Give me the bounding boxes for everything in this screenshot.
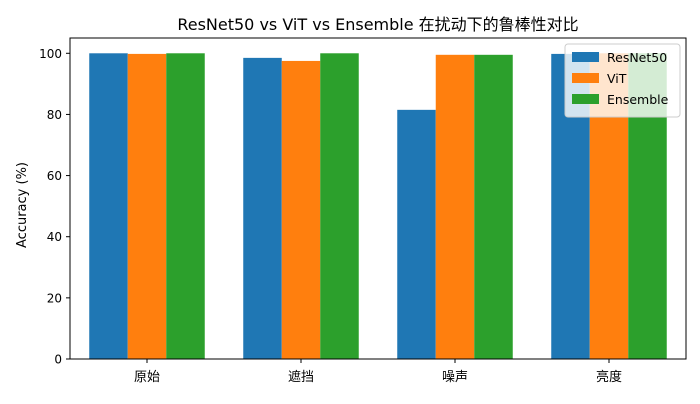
plot-frame <box>69 37 687 360</box>
bar-vit-2 <box>281 60 321 360</box>
legend-label-ensemble: Ensemble <box>607 92 669 107</box>
bar-vit-3 <box>435 54 475 360</box>
y-tick-label: 40 <box>47 230 62 244</box>
legend-swatch-resnet50 <box>572 52 599 62</box>
bar-resnet50-2 <box>243 57 282 360</box>
bar-resnet50-1 <box>89 53 128 359</box>
y-tick-label: 0 <box>54 353 62 367</box>
bar-ensemble-1 <box>166 53 205 359</box>
x-tick-label: 遮挡 <box>288 369 314 385</box>
x-tick-label: 噪声 <box>442 370 468 385</box>
legend-swatch-vit <box>572 73 599 83</box>
bar-ensemble-2 <box>320 53 359 359</box>
legend-label-resnet50: ResNet50 <box>607 50 667 65</box>
x-tick-label: 亮度 <box>596 369 622 385</box>
bar-ensemble-3 <box>474 54 513 360</box>
y-tick-label: 100 <box>39 47 62 61</box>
y-axis-label: Accuracy (%) <box>15 162 30 248</box>
y-tick-label: 60 <box>47 169 62 183</box>
y-tick-label: 20 <box>47 291 62 305</box>
bar-resnet50-3 <box>397 109 436 359</box>
plot-area: 0 20 40 60 80 100 原始 遮挡 噪声 亮度 ResNet50 ViT Ensemble <box>39 37 687 385</box>
y-tick-label: 80 <box>47 108 62 122</box>
legend-label-vit: ViT <box>607 71 627 86</box>
bar-vit-1 <box>127 53 167 360</box>
x-tick-label: 原始 <box>134 370 160 385</box>
chart-title: ResNet50 vs ViT vs Ensemble 在扰动下的鲁棒性对比 <box>177 15 578 34</box>
legend: ResNet50 ViT Ensemble <box>564 43 681 118</box>
legend-swatch-ensemble <box>572 94 599 104</box>
